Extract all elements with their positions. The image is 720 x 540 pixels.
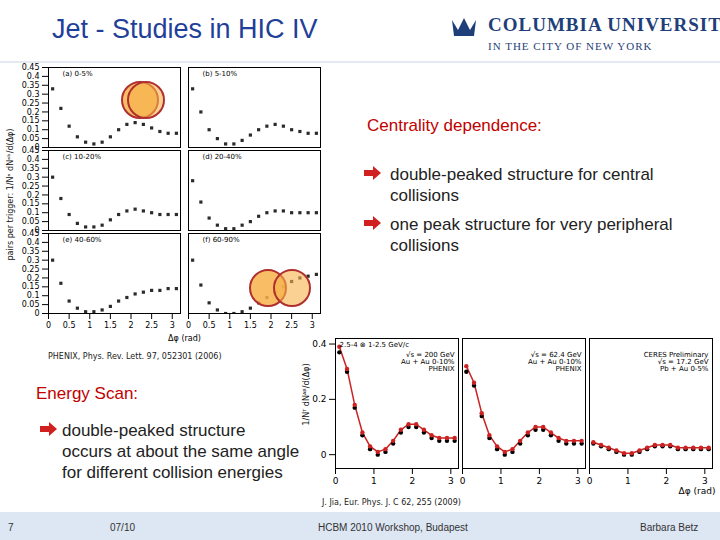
svg-text:0.4: 0.4 <box>27 238 40 247</box>
svg-text:1: 1 <box>498 476 504 486</box>
html-text:Centrality dependence:: Centrality dependence: <box>367 116 542 135</box>
html-text:Barbara Betz: Barbara Betz <box>640 522 699 533</box>
svg-text:3: 3 <box>702 476 708 486</box>
svg-text:(d) 20-40%: (d) 20-40% <box>203 153 242 161</box>
svg-text:0.2: 0.2 <box>27 108 40 117</box>
svg-text:Δφ (rad): Δφ (rad) <box>679 486 716 496</box>
svg-text:0: 0 <box>460 476 466 486</box>
svg-text:0.15: 0.15 <box>22 282 40 291</box>
html-text:double-peaked structure for ce: double-peaked structure for central coll… <box>390 165 654 205</box>
html-text:IN THE CITY OF NEW YORK: IN THE CITY OF NEW YORK <box>488 40 653 52</box>
svg-text:√s = 62.4 GeVAu + Au 0-10%PHEN: √s = 62.4 GeVAu + Au 0-10%PHENIX <box>528 351 582 373</box>
html-text:J. Jia, Eur. Phys. J. C 62, 25: J. Jia, Eur. Phys. J. C 62, 255 (2009) <box>322 498 461 507</box>
svg-text:0.1: 0.1 <box>27 125 40 134</box>
svg-text:0: 0 <box>34 309 39 318</box>
html-text:1/Nᵀ dNᴬᴮ/d(Δφ): 1/Nᵀ dNᴬᴮ/d(Δφ) <box>301 363 311 426</box>
svg-text:2: 2 <box>268 321 273 330</box>
svg-text:(e) 40-60%: (e) 40-60% <box>63 236 102 244</box>
svg-text:0.35: 0.35 <box>22 164 40 173</box>
svg-text:CERES Preliminary√s = 17.2 GeV: CERES Preliminary√s = 17.2 GeVPb + Au 0-… <box>644 351 709 373</box>
svg-text:(f) 60-90%: (f) 60-90% <box>203 236 240 244</box>
svg-text:1: 1 <box>371 476 377 486</box>
svg-text:0.25: 0.25 <box>22 265 40 274</box>
svg-text:0.1: 0.1 <box>27 208 40 217</box>
html-text:HCBM 2010 Workshop, Budapest: HCBM 2010 Workshop, Budapest <box>318 522 468 533</box>
svg-text:0.1: 0.1 <box>27 291 40 300</box>
svg-text:0.2: 0.2 <box>27 191 40 200</box>
svg-text:0.05: 0.05 <box>22 217 40 226</box>
svg-text:0.5: 0.5 <box>63 321 76 330</box>
svg-text:0.2: 0.2 <box>312 394 326 404</box>
svg-text:0.35: 0.35 <box>22 81 40 90</box>
svg-text:0.5: 0.5 <box>203 321 216 330</box>
svg-text:0.45: 0.45 <box>22 63 40 72</box>
svg-text:2: 2 <box>664 476 670 486</box>
svg-text:0.2: 0.2 <box>27 274 40 283</box>
svg-text:2.5: 2.5 <box>145 321 158 330</box>
svg-text:0.25: 0.25 <box>22 99 40 108</box>
svg-text:0.35: 0.35 <box>22 247 40 256</box>
svg-text:2: 2 <box>410 476 416 486</box>
svg-text:0: 0 <box>46 321 51 330</box>
svg-text:0.3: 0.3 <box>27 90 40 99</box>
svg-text:3: 3 <box>310 321 315 330</box>
svg-text:2.5-4 ⊗ 1-2.5 GeV/c: 2.5-4 ⊗ 1-2.5 GeV/c <box>340 341 410 349</box>
svg-text:3: 3 <box>575 476 581 486</box>
svg-text:0.15: 0.15 <box>22 116 40 125</box>
svg-text:0.05: 0.05 <box>22 134 40 143</box>
svg-text:3: 3 <box>448 476 454 486</box>
svg-text:3: 3 <box>170 321 175 330</box>
svg-text:2: 2 <box>537 476 543 486</box>
html-text:Jet - Studies in HIC IV: Jet - Studies in HIC IV <box>52 14 318 44</box>
svg-text:0.45: 0.45 <box>22 146 40 155</box>
svg-text:0.45: 0.45 <box>22 229 40 238</box>
svg-text:Δφ (rad): Δφ (rad) <box>168 334 201 343</box>
svg-text:0.4: 0.4 <box>27 155 40 164</box>
html-text:double-peaked structure occurs: double-peaked structure occurs at about … <box>62 421 300 482</box>
svg-text:(b) 5-10%: (b) 5-10% <box>203 70 238 78</box>
svg-text:0.3: 0.3 <box>27 256 40 265</box>
svg-text:0: 0 <box>587 476 593 486</box>
svg-text:1: 1 <box>625 476 631 486</box>
svg-text:0: 0 <box>186 321 191 330</box>
svg-text:0: 0 <box>321 450 327 460</box>
svg-text:1: 1 <box>227 321 232 330</box>
html-text:07/10: 07/10 <box>110 522 135 533</box>
svg-text:1.5: 1.5 <box>244 321 257 330</box>
html-text:one peak structure for very pe: one peak structure for very peripheral c… <box>390 215 673 255</box>
html-text:Energy Scan:: Energy Scan: <box>36 384 139 403</box>
svg-text:1: 1 <box>87 321 92 330</box>
html-text:PHENIX, Phys. Rev. Lett. 97, 0: PHENIX, Phys. Rev. Lett. 97, 052301 (200… <box>48 352 222 361</box>
svg-text:0.3: 0.3 <box>27 173 40 182</box>
svg-text:1.5: 1.5 <box>104 321 117 330</box>
svg-text:2.5: 2.5 <box>285 321 298 330</box>
svg-text:√s = 200 GeVAu + Au 0-10%PHENI: √s = 200 GeVAu + Au 0-10%PHENIX <box>401 351 455 373</box>
svg-text:0.25: 0.25 <box>22 182 40 191</box>
svg-text:(c) 10-20%: (c) 10-20% <box>63 153 102 161</box>
svg-text:0.05: 0.05 <box>22 300 40 309</box>
svg-text:(a) 0-5%: (a) 0-5% <box>63 70 93 78</box>
svg-text:0.15: 0.15 <box>22 199 40 208</box>
html-text:pairs per trigger: 1/Nᵃ dNᵃᵇ/d: pairs per trigger: 1/Nᵃ dNᵃᵇ/d(Δφ) <box>5 128 15 261</box>
svg-text:0.4: 0.4 <box>27 72 40 81</box>
svg-text:2: 2 <box>128 321 133 330</box>
svg-text:0.4: 0.4 <box>312 339 327 349</box>
html-text:7: 7 <box>8 522 14 533</box>
svg-text:0: 0 <box>333 476 339 486</box>
